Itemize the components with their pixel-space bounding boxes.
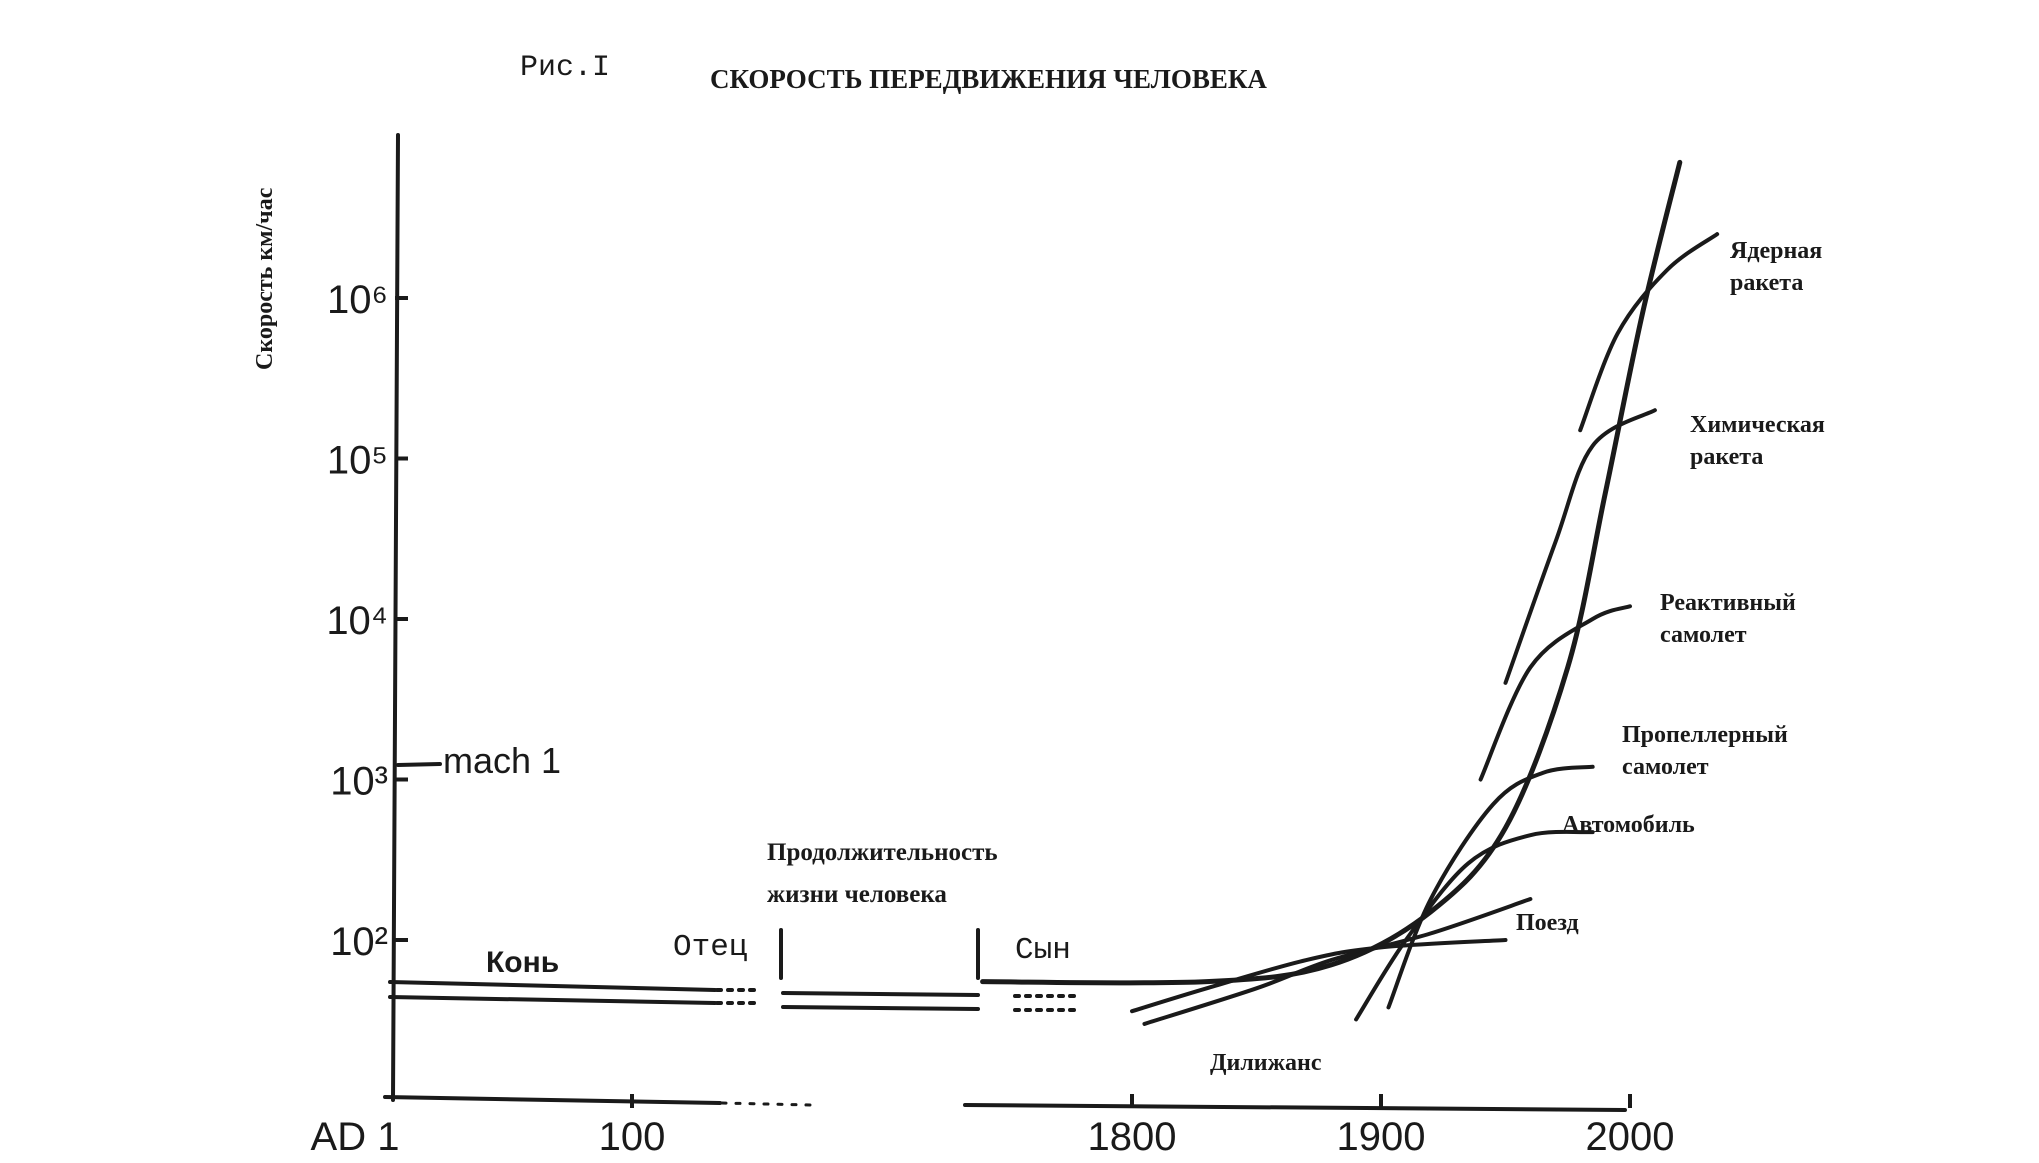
lifespan-label-line1: Продолжительность bbox=[767, 839, 998, 866]
father-label: Отец bbox=[673, 930, 748, 965]
mach-1-label: mach 1 bbox=[443, 740, 561, 781]
lifespan-label-line2: жизни человека bbox=[767, 881, 947, 908]
lifespan-line-upper bbox=[781, 991, 980, 997]
x-tick-label-1: AD 1 bbox=[311, 1115, 400, 1159]
son-label: Сын bbox=[1015, 933, 1071, 968]
son-dots bbox=[1013, 994, 1077, 1012]
y-tick-label-100000: 10⁵ bbox=[327, 439, 388, 483]
series-label-реактивный-самолет: Реактивный самолет bbox=[1660, 590, 1796, 648]
series-label-химическая-ракета: Химическая ракета bbox=[1690, 412, 1825, 470]
y-tick-label-100: 10² bbox=[330, 920, 388, 964]
chart-title: СКОРОСТЬ ПЕРЕДВИЖЕНИЯ ЧЕЛОВЕКА bbox=[710, 64, 1267, 94]
series-line-автомобиль bbox=[1354, 829, 1595, 1022]
series-label-ядерная-ракета: Ядерная ракета bbox=[1730, 238, 1822, 296]
horse-line-upper bbox=[388, 980, 717, 992]
series-label-пропеллерный-самолет: Пропеллерный самолет bbox=[1622, 722, 1788, 780]
mach-1-tick bbox=[396, 762, 442, 767]
figure-label: Рис.I bbox=[520, 51, 610, 85]
series-line-ядерная-ракета bbox=[1578, 232, 1720, 433]
series-line-поезд bbox=[1130, 938, 1508, 1014]
x-axis-break-dots bbox=[720, 1101, 812, 1107]
horse-line-lower bbox=[388, 995, 717, 1005]
x-tick-label-2000: 2000 bbox=[1586, 1115, 1675, 1159]
x-axis-line-left bbox=[383, 1095, 722, 1105]
horse-band: Конь Отец Сын Продолжительность жизни че… bbox=[388, 839, 1077, 1012]
y-tick-label-1000: 10³ bbox=[330, 760, 388, 804]
y-axis-label: Скорость км/час bbox=[252, 187, 278, 370]
x-tick-label-100: 100 bbox=[599, 1115, 666, 1159]
series-line-дилижанс bbox=[1142, 897, 1533, 1026]
series-lines bbox=[980, 159, 1720, 1026]
series-line-химическая-ракета bbox=[1503, 408, 1657, 685]
y-tick-label-10000: 10⁴ bbox=[326, 599, 388, 643]
x-tick-label-1800: 1800 bbox=[1088, 1115, 1177, 1159]
series-line-envelope bbox=[980, 159, 1683, 986]
y-tick-label-1000000: 10⁶ bbox=[327, 278, 388, 322]
x-tick-label-1900: 1900 bbox=[1337, 1115, 1426, 1159]
horse-dots bbox=[715, 988, 757, 1005]
series-label-автомобиль: Автомобиль bbox=[1562, 812, 1695, 838]
series-line-пропеллерный-самолет bbox=[1386, 764, 1595, 1010]
lifespan-line-lower bbox=[781, 1005, 980, 1011]
mach-1-marker: mach 1 bbox=[396, 740, 561, 781]
series-labels: Дилижанс Поезд Автомобиль Пропеллерный самол… bbox=[1210, 238, 1825, 1076]
horse-label: Конь bbox=[486, 946, 559, 979]
series-line-реактивный-самолет bbox=[1478, 604, 1632, 782]
axes bbox=[383, 133, 1627, 1112]
x-axis-line-right bbox=[963, 1103, 1627, 1112]
y-ticks: 10² 10³ 10⁴ 10⁵ 10⁶ bbox=[326, 278, 408, 964]
series-label-дилижанс: Дилижанс bbox=[1210, 1050, 1322, 1076]
x-ticks: AD 1 100 1800 1900 2000 bbox=[311, 1094, 1675, 1159]
series-label-поезд: Поезд bbox=[1516, 910, 1579, 936]
